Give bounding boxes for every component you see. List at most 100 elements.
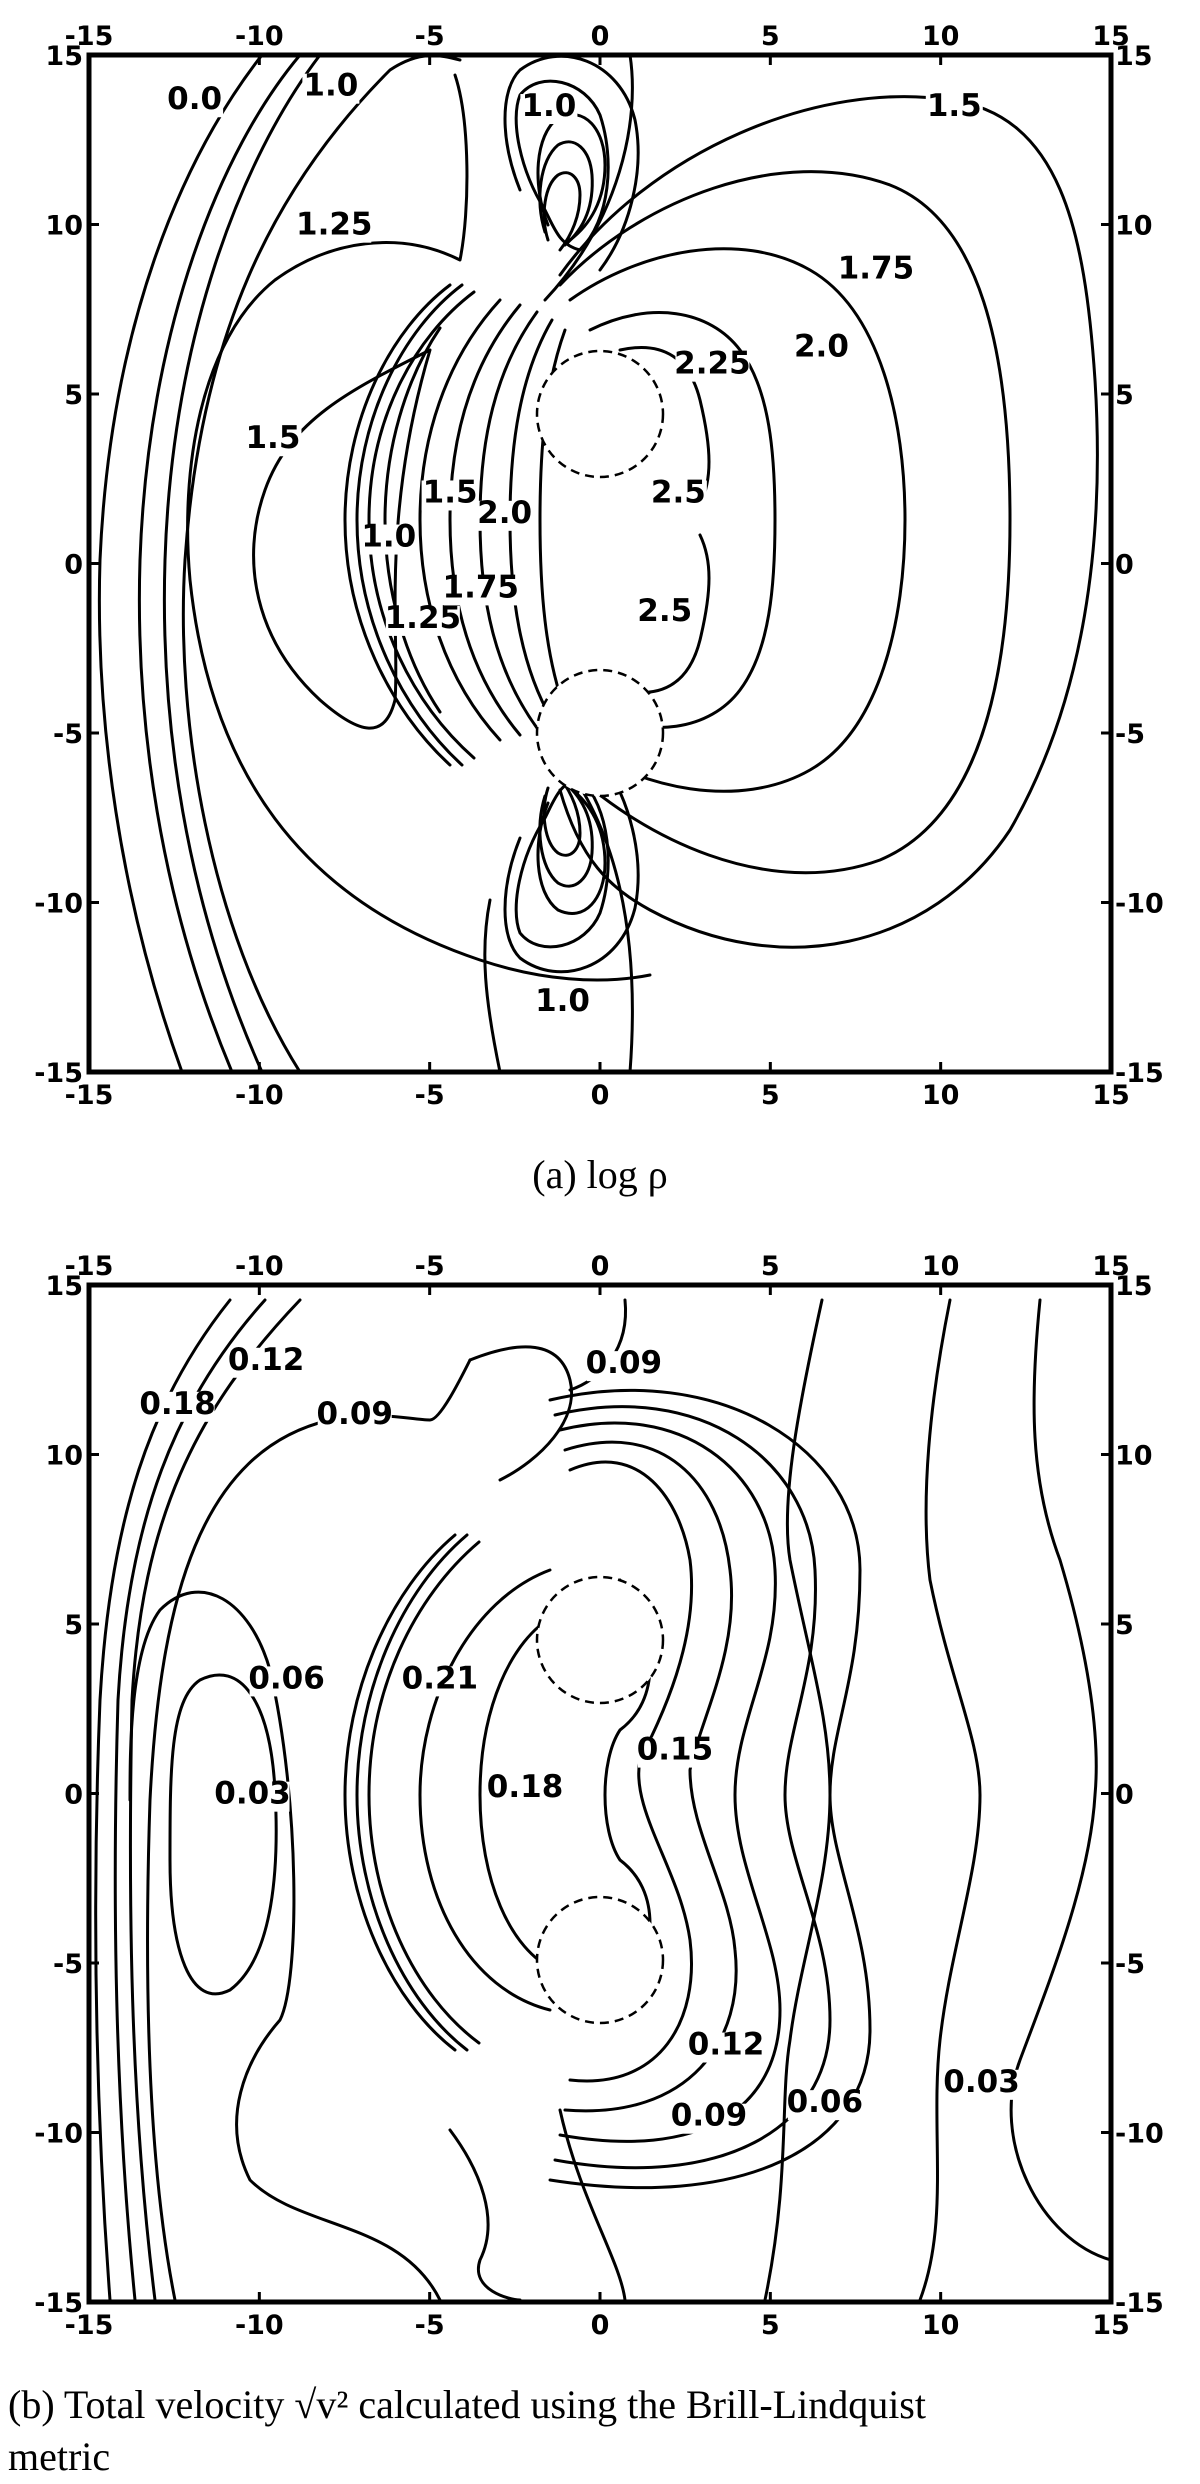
contour-label: 1.25	[296, 207, 373, 243]
contour-label-bg	[838, 256, 913, 287]
contour-label-bg	[925, 94, 983, 125]
y-tick-label-left: 5	[64, 380, 83, 411]
y-tick-label-left: -10	[34, 889, 83, 920]
contour-label: 0.09	[671, 2098, 748, 2134]
contour-label: 1.0	[361, 519, 416, 555]
x-tick-label-top: 10	[922, 1251, 960, 1282]
dashed-circle-lower	[535, 668, 665, 798]
contour-line	[168, 1673, 278, 1996]
contour-line	[558, 1421, 782, 2143]
contour-label-bg	[787, 2090, 862, 2121]
contour-label-bg	[944, 2069, 1019, 2100]
x-tick-label-top: -10	[235, 1251, 284, 1282]
dashed-circle-upper	[535, 1575, 665, 1705]
contour-label: 1.75	[838, 251, 915, 287]
contour-line	[542, 171, 582, 252]
contour-label: 0.0	[167, 81, 222, 117]
contour-label: 0.15	[637, 1732, 714, 1768]
contour-label: 2.5	[637, 593, 692, 629]
contour-label: 1.0	[535, 983, 590, 1019]
y-tick-label-right: 0	[1115, 550, 1134, 581]
x-tick-label-top: 10	[922, 21, 960, 52]
contour-label-bg	[675, 351, 750, 382]
x-tick-label-top: 0	[591, 1251, 610, 1282]
contour-line	[448, 2128, 522, 2302]
contour-line	[503, 756, 640, 974]
x-tick-label-bottom: 15	[1092, 2310, 1130, 2341]
contour-label-bg	[488, 1774, 563, 1805]
contour-line	[763, 1298, 832, 2302]
y-tick-label-right: -5	[1115, 1949, 1145, 1980]
contour-label-bg	[649, 480, 707, 511]
contour-label: 0.03	[214, 1776, 291, 1812]
y-tick-label-right: 5	[1115, 380, 1134, 411]
x-tick-label-bottom: -5	[415, 1080, 445, 1111]
x-tick-label-bottom: 5	[761, 1080, 780, 1111]
contour-label-bg	[637, 1737, 712, 1768]
x-tick-label-top: -10	[235, 21, 284, 52]
contour-label-bg	[476, 500, 534, 531]
contour-label-bg	[534, 988, 592, 1019]
contour-label: 0.09	[586, 1345, 663, 1381]
contour-label: 1.75	[443, 569, 520, 605]
contour-line	[553, 1405, 832, 2170]
contour-label: 0.18	[487, 1769, 564, 1805]
contour-line	[418, 298, 502, 742]
x-tick-label-bottom: 10	[922, 2310, 960, 2341]
y-tick-label-right: -10	[1115, 2119, 1164, 2150]
dashed-circle-upper	[535, 349, 665, 479]
contour-line	[514, 79, 610, 252]
y-tick-label-right: 10	[1115, 211, 1153, 242]
y-tick-label-right: 10	[1115, 1441, 1153, 1472]
contour-line	[367, 290, 476, 760]
contour-labels-b: 0.18 0.12 0.09 0.09 0.06 0.21 0.15 0.03 0.18 0.12…	[139, 1342, 1020, 2134]
contour-label-bg	[792, 334, 850, 365]
contour-line	[483, 898, 502, 1072]
x-tick-label-bottom: 10	[922, 1080, 960, 1111]
y-tick-label-left: -15	[34, 1058, 83, 1089]
x-tick-label-bottom: -10	[235, 2310, 284, 2341]
contour-label-bg	[297, 212, 372, 243]
y-tick-label-left: 15	[45, 1271, 83, 1302]
y-tick-label-right: 5	[1115, 1610, 1134, 1641]
contour-label: 0.18	[139, 1386, 216, 1422]
contour-label: 2.25	[674, 346, 751, 382]
y-tick-label-right: -15	[1115, 2288, 1164, 2319]
y-tick-label-right: 0	[1115, 1780, 1134, 1811]
contour-label-bg	[244, 426, 302, 457]
contour-label: 0.21	[402, 1660, 479, 1696]
contour-label-bg	[421, 480, 479, 511]
contour-line	[538, 781, 594, 888]
y-tick-label-left: -15	[34, 2288, 83, 2319]
contour-label: 0.09	[316, 1396, 393, 1432]
y-tick-label-left: -5	[53, 1949, 83, 1980]
x-tick-label-top: -15	[65, 1251, 114, 1282]
x-tick-label-bottom: -15	[65, 1080, 114, 1111]
contour-line	[137, 55, 302, 1072]
contour-line	[588, 311, 777, 729]
contour-label: 0.06	[248, 1660, 325, 1696]
x-tick-label-bottom: 0	[591, 1080, 610, 1111]
contour-line	[558, 95, 1099, 949]
caption-b-line2: metric	[8, 2434, 110, 2479]
contour-label-bg	[520, 94, 578, 125]
y-tick-label-left: 0	[64, 1780, 83, 1811]
contour-label-bg	[302, 73, 360, 104]
x-tick-label-top: 5	[761, 21, 780, 52]
contour-line	[536, 786, 607, 915]
contour-label-bg	[636, 599, 694, 630]
x-tick-label-bottom: 5	[761, 2310, 780, 2341]
plot-frame-a	[86, 52, 1114, 1075]
x-tick-label-bottom: -5	[415, 2310, 445, 2341]
y-tick-label-left: 5	[64, 1610, 83, 1641]
contour-line	[618, 533, 711, 695]
contour-label: 1.25	[385, 600, 462, 636]
horizon-hole	[537, 351, 663, 477]
caption-b-line1: (b) Total velocity √v² calculated using …	[8, 2382, 926, 2427]
contour-label: 2.0	[794, 329, 849, 365]
